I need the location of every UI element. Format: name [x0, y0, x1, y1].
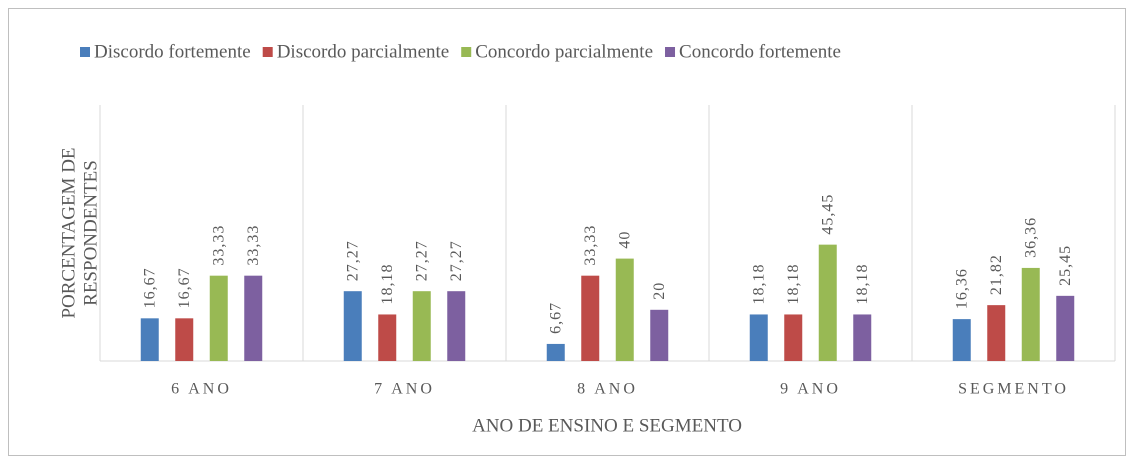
bar: [209, 275, 228, 361]
bar: [175, 318, 194, 361]
chart-border: [8, 8, 1126, 456]
data-label: 33,33: [245, 225, 262, 266]
bar: [615, 258, 634, 361]
legend-label: Concordo parcialmente: [475, 41, 653, 62]
legend-swatch: [461, 47, 472, 57]
bar: [581, 275, 600, 361]
x-tick-label: 9 ANO: [780, 381, 841, 398]
bar: [546, 343, 565, 361]
legend-swatch: [262, 47, 273, 57]
x-tick-label: 7 ANO: [374, 381, 435, 398]
legend-label: Discordo fortemente: [94, 41, 251, 62]
bar: [987, 305, 1006, 361]
data-label: 33,33: [582, 225, 599, 266]
bar: [1056, 295, 1075, 361]
data-label: 16,36: [953, 268, 970, 309]
legend-label: Concordo fortemente: [679, 41, 841, 62]
data-label: 16,67: [141, 267, 158, 308]
data-label: 6,67: [547, 302, 564, 334]
bar: [952, 319, 971, 361]
bar: [343, 291, 362, 361]
bar: [749, 314, 768, 361]
x-axis-label: ANO DE ENSINO E SEGMENTO: [472, 415, 742, 436]
bar: [853, 314, 872, 361]
data-label: 27,27: [413, 240, 430, 281]
data-label: 40: [616, 231, 633, 249]
y-axis-label: RESPONDENTES: [80, 160, 101, 306]
data-label: 45,45: [819, 194, 836, 235]
data-label: 27,27: [344, 240, 361, 281]
data-label: 16,67: [176, 267, 193, 308]
x-tick-label: 8 ANO: [577, 381, 638, 398]
data-label: 36,36: [1022, 217, 1039, 258]
y-axis-label: PORCENTAGEM DE: [58, 147, 79, 318]
data-label: 18,18: [785, 263, 802, 304]
data-label: 18,18: [379, 263, 396, 304]
data-label: 18,18: [854, 263, 871, 304]
legend-swatch: [665, 47, 676, 57]
x-tick-label: 6 ANO: [171, 381, 232, 398]
bar: [650, 309, 669, 361]
data-label: 20: [651, 282, 668, 300]
data-label: 18,18: [750, 263, 767, 304]
bar: [1021, 267, 1040, 361]
data-label: 25,45: [1057, 245, 1074, 286]
data-label: 21,82: [988, 254, 1005, 295]
bar: [378, 314, 397, 361]
bar: [784, 314, 803, 361]
bar: [140, 318, 159, 361]
legend-swatch: [80, 47, 90, 57]
legend-label: Discordo parcialmente: [277, 41, 450, 62]
data-label: 27,27: [448, 240, 465, 281]
bar: [447, 291, 466, 361]
data-label: 33,33: [210, 225, 227, 266]
bar: [412, 291, 431, 361]
x-tick-label: SEGMENTO: [958, 381, 1069, 398]
bar: [818, 244, 837, 361]
bar: [244, 275, 263, 361]
